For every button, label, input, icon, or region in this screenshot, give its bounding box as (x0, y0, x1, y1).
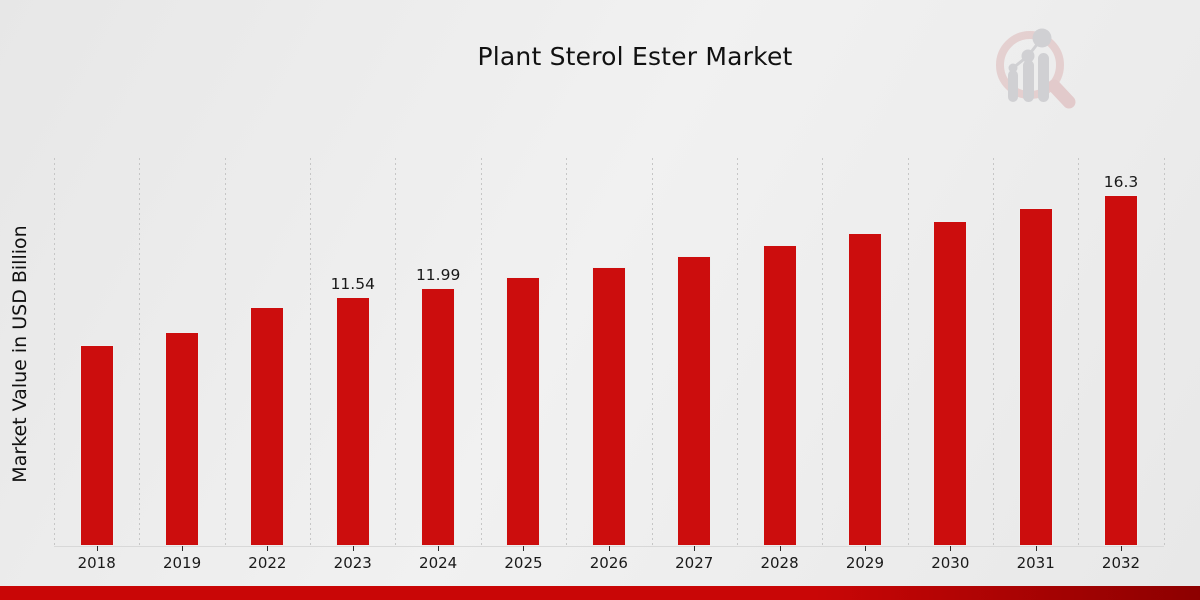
bar-2027 (677, 256, 712, 546)
x-tick-mark (608, 546, 610, 551)
gridline (395, 158, 397, 546)
bar-2030 (933, 220, 968, 546)
gridline (992, 158, 994, 546)
bar-2018 (79, 345, 114, 546)
bar-2019 (165, 332, 200, 546)
x-tick-label: 2024 (419, 554, 458, 572)
x-tick-label: 2027 (675, 554, 714, 572)
x-tick-mark (950, 546, 952, 551)
gridline (1163, 158, 1165, 546)
x-tick-label: 2032 (1101, 554, 1141, 572)
chart-title: Plant Sterol Ester Market (477, 42, 793, 71)
bar-2028 (762, 244, 797, 546)
x-tick-label: 2019 (162, 554, 202, 572)
x-tick-mark (694, 546, 696, 551)
x-tick-mark (1035, 546, 1037, 551)
x-tick-label: 2023 (333, 554, 372, 572)
bar-value-label: 11.54 (330, 275, 375, 294)
gridline (224, 158, 226, 546)
bars-trend-icon (1008, 28, 1052, 102)
gridline (480, 158, 482, 546)
x-tick-mark (182, 546, 184, 551)
bar-2029 (847, 232, 882, 546)
gridline (54, 158, 55, 546)
brand-logo-watermark (996, 28, 1076, 109)
x-tick-label: 2025 (504, 554, 543, 572)
magnifier-icon (996, 28, 1076, 109)
bar-value-label: 11.99 (415, 265, 461, 284)
bar-2025 (506, 277, 541, 546)
x-tick-label: 2022 (248, 554, 287, 572)
x-tick-mark (438, 546, 440, 551)
gridline (907, 158, 909, 546)
bar-2031 (1018, 208, 1053, 546)
x-tick-label: 2026 (589, 554, 628, 572)
gridline (736, 158, 738, 546)
x-tick-label: 2031 (1016, 554, 1055, 572)
x-tick-label: 2030 (931, 554, 970, 572)
gridline (1078, 158, 1080, 546)
gridline (310, 158, 312, 546)
bar-2026 (591, 266, 626, 546)
bar-2024 (421, 287, 456, 546)
bar-2022 (250, 306, 285, 546)
x-tick-mark (779, 546, 781, 551)
x-tick-mark (1121, 546, 1123, 551)
x-tick-mark (864, 546, 866, 551)
x-tick-mark (96, 546, 98, 551)
x-tick-mark (352, 546, 354, 551)
bar-2023 (335, 297, 370, 546)
bar-2032 (1104, 194, 1139, 546)
x-tick-label: 2028 (760, 554, 799, 572)
gridline (566, 158, 568, 546)
gridline (139, 158, 141, 546)
x-tick-mark (267, 546, 269, 551)
gridline (822, 158, 824, 546)
x-tick-label: 2029 (845, 554, 885, 572)
gridline (651, 158, 653, 546)
bar-value-label: 16.3 (1103, 172, 1139, 191)
bottom-accent-stripe (0, 586, 1200, 600)
x-tick-label: 2018 (77, 554, 116, 572)
x-tick-mark (523, 546, 525, 551)
